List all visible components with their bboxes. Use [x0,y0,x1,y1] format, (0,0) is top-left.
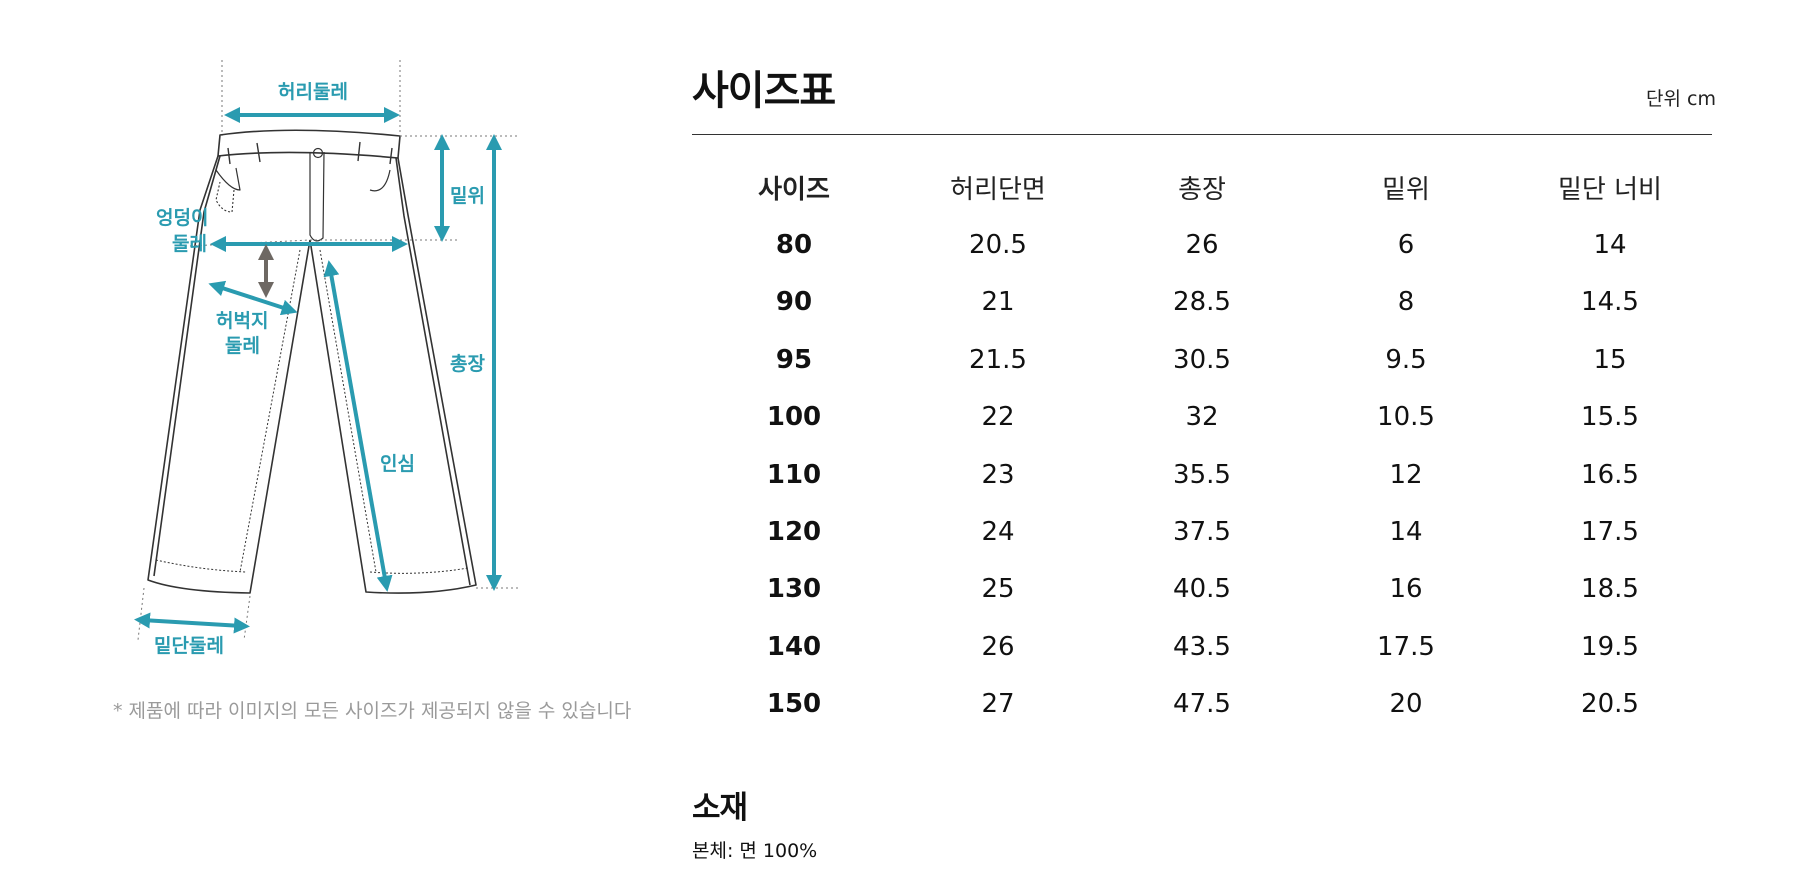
size-cell: 80 [775,230,813,261]
table-row: 100 22 32 10.5 15.5 [692,389,1712,446]
table-cell: 27 [981,689,1015,720]
table-cell: 43.5 [1173,631,1231,662]
table-cell: 17.5 [1581,517,1639,548]
table-cell: 16 [1389,574,1423,605]
table-cell: 17.5 [1377,631,1435,662]
table-cell: 24 [981,517,1015,548]
size-chart-title: 사이즈표 [692,68,836,114]
hip-label-line2: 둘레 [172,233,207,255]
size-table: 사이즈 허리단면 총장 밑위 밑단 너비 80 20.5 26 6 14 90 … [692,159,1712,733]
pants-measurement-diagram: 허리둘레 밑위 엉덩이 둘레 허벅지 둘레 총장 인심 밑단둘레 [120,40,680,680]
size-cell: 120 [766,517,822,548]
table-cell: 20 [1389,689,1423,720]
table-cell: 25 [981,574,1015,605]
material-text: 본체: 면 100% [692,840,818,862]
size-cell: 110 [766,459,822,490]
waist-label: 허리둘레 [278,81,348,103]
table-cell: 22 [981,402,1015,433]
table-cell: 35.5 [1173,459,1231,490]
size-chart-header: 사이즈표 단위 cm [692,52,1716,135]
header-hem-width: 밑단 너비 [1558,175,1662,206]
pants-illustration: 허리둘레 밑위 엉덩이 둘레 허벅지 둘레 총장 인심 밑단둘레 [134,60,518,657]
thigh-label-line1: 허벅지 [216,310,268,332]
table-cell: 8 [1397,287,1415,318]
size-cell: 90 [775,287,813,318]
table-row: 130 25 40.5 16 18.5 [692,561,1712,618]
table-cell: 16.5 [1581,459,1639,490]
header-size: 사이즈 [758,175,830,206]
size-cell: 130 [766,574,822,605]
table-cell: 47.5 [1173,689,1231,720]
size-disclaimer-note: * 제품에 따라 이미지의 모든 사이즈가 제공되지 않을 수 있습니다 [113,700,632,722]
table-row: 140 26 43.5 17.5 19.5 [692,618,1712,675]
size-cell: 100 [766,402,822,433]
table-cell: 14.5 [1581,287,1639,318]
table-row: 150 27 47.5 20 20.5 [692,676,1712,733]
table-cell: 9.5 [1385,344,1427,375]
table-cell: 37.5 [1173,517,1231,548]
table-cell: 19.5 [1581,631,1639,662]
table-cell: 14 [1593,230,1627,261]
table-cell: 15.5 [1581,402,1639,433]
table-row: 90 21 28.5 8 14.5 [692,274,1712,331]
unit-label: 단위 cm [1646,88,1716,110]
table-row: 120 24 37.5 14 17.5 [692,503,1712,560]
table-cell: 20.5 [969,230,1027,261]
table-cell: 20.5 [1581,689,1639,720]
size-cell: 140 [766,631,822,662]
table-cell: 21.5 [969,344,1027,375]
rise-label: 밑위 [450,185,485,207]
table-cell: 10.5 [1377,402,1435,433]
table-cell: 21 [981,287,1015,318]
total-length-label: 총장 [450,353,485,375]
table-cell: 12 [1389,459,1423,490]
table-cell: 15 [1593,344,1627,375]
table-cell: 6 [1397,230,1415,261]
table-cell: 14 [1389,517,1423,548]
table-cell: 26 [1185,230,1219,261]
size-chart-section: 사이즈표 단위 cm 사이즈 허리단면 총장 밑위 밑단 너비 80 20.5 … [692,52,1716,733]
table-cell: 23 [981,459,1015,490]
table-cell: 18.5 [1581,574,1639,605]
header-waist-width: 허리단면 [950,175,1046,206]
hip-label-line1: 엉덩이 [156,207,208,229]
table-row: 95 21.5 30.5 9.5 15 [692,331,1712,388]
table-row: 80 20.5 26 6 14 [692,216,1712,273]
table-cell: 26 [981,631,1015,662]
size-cell: 95 [775,344,813,375]
size-table-header-row: 사이즈 허리단면 총장 밑위 밑단 너비 [692,159,1712,216]
table-cell: 40.5 [1173,574,1231,605]
table-cell: 30.5 [1173,344,1231,375]
inseam-label: 인심 [380,453,415,475]
table-row: 110 23 35.5 12 16.5 [692,446,1712,503]
header-rise: 밑위 [1382,175,1430,206]
size-cell: 150 [766,689,822,720]
header-total-length: 총장 [1178,175,1226,206]
material-title: 소재 [692,790,748,826]
thigh-label-line2: 둘레 [225,335,260,357]
table-cell: 32 [1185,402,1219,433]
hem-label: 밑단둘레 [154,635,224,657]
table-cell: 28.5 [1173,287,1231,318]
